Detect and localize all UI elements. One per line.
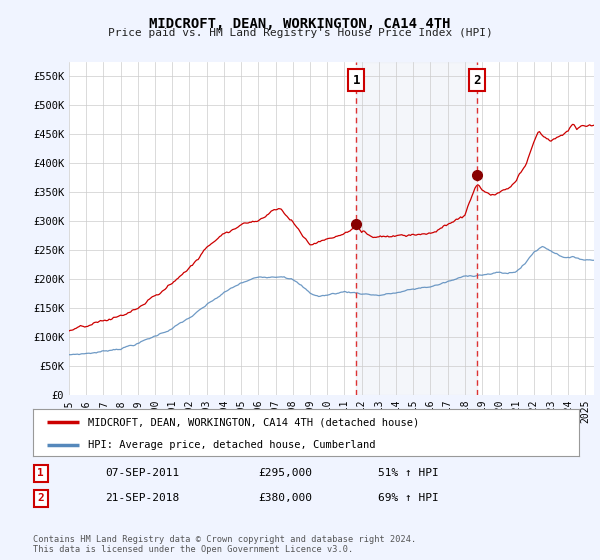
Text: 21-SEP-2018: 21-SEP-2018 [105, 493, 179, 503]
Text: Contains HM Land Registry data © Crown copyright and database right 2024.
This d: Contains HM Land Registry data © Crown c… [33, 535, 416, 554]
Text: 07-SEP-2011: 07-SEP-2011 [105, 468, 179, 478]
Bar [356, 62, 477, 395]
Text: HPI: Average price, detached house, Cumberland: HPI: Average price, detached house, Cumb… [88, 440, 375, 450]
Text: £380,000: £380,000 [258, 493, 312, 503]
Text: 1: 1 [37, 468, 44, 478]
Text: 2: 2 [37, 493, 44, 503]
Text: 2: 2 [473, 74, 481, 87]
Text: £295,000: £295,000 [258, 468, 312, 478]
Text: 1: 1 [353, 74, 360, 87]
Text: MIDCROFT, DEAN, WORKINGTON, CA14 4TH: MIDCROFT, DEAN, WORKINGTON, CA14 4TH [149, 17, 451, 31]
Text: 51% ↑ HPI: 51% ↑ HPI [378, 468, 439, 478]
Text: 69% ↑ HPI: 69% ↑ HPI [378, 493, 439, 503]
Text: Price paid vs. HM Land Registry's House Price Index (HPI): Price paid vs. HM Land Registry's House … [107, 28, 493, 38]
Text: MIDCROFT, DEAN, WORKINGTON, CA14 4TH (detached house): MIDCROFT, DEAN, WORKINGTON, CA14 4TH (de… [88, 417, 419, 427]
